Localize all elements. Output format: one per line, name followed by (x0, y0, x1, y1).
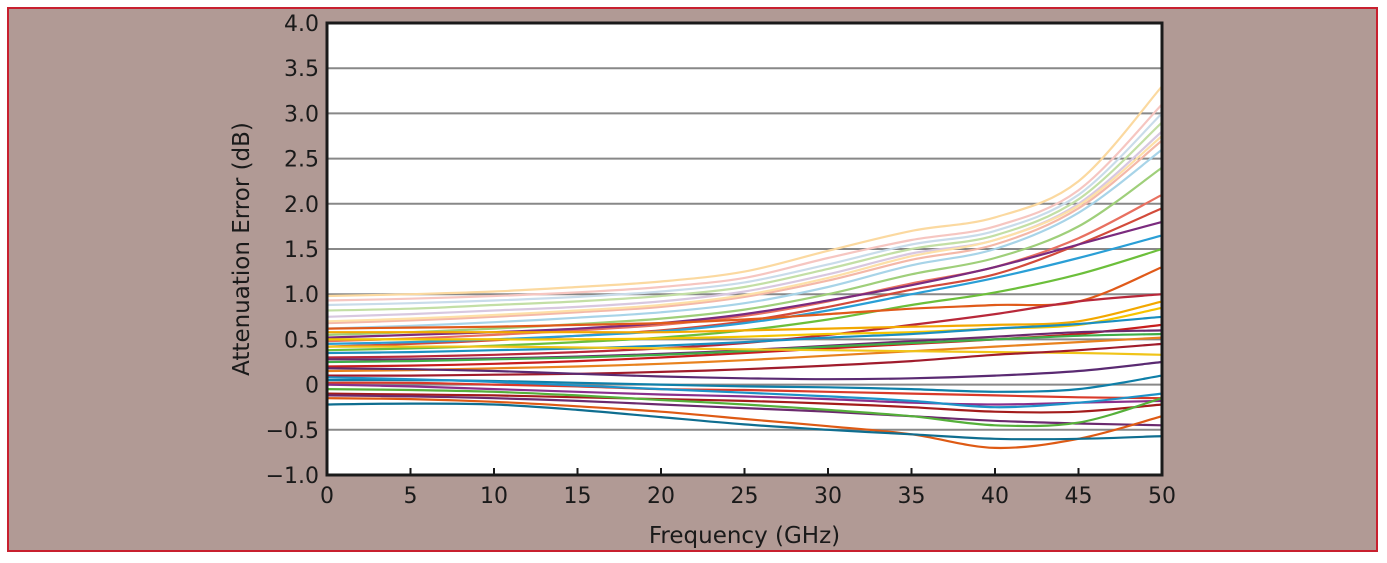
series-lines (326, 85, 1163, 450)
x-tick-label: 25 (731, 484, 759, 509)
series-line (326, 103, 1163, 302)
x-axis-label: Frequency (GHz) (649, 523, 840, 549)
series-line (326, 360, 1163, 381)
x-tick-label: 0 (320, 484, 334, 509)
series-line (326, 394, 1163, 427)
figure-frame: 0 5 10 15 20 25 30 35 40 45 50 −1.0 −0.5 0 0.5 1.0 1.5 2… (7, 7, 1378, 552)
series-line (326, 121, 1163, 312)
series-line (326, 332, 1163, 364)
series-line (326, 376, 1163, 409)
series-line (326, 207, 1163, 348)
x-tick-label: 30 (814, 484, 842, 509)
y-axis-ticks: −1.0 −0.5 0 0.5 1.0 1.5 2.0 2.5 3.0 3.5 4.0 (266, 12, 319, 489)
series-line (326, 85, 1163, 298)
series-line (326, 266, 1163, 330)
series-line (327, 300, 1163, 334)
x-tick-label: 50 (1148, 484, 1176, 509)
y-tick-label: 2.0 (284, 193, 319, 218)
series-line (326, 402, 1163, 441)
series-line (326, 388, 1163, 428)
y-tick-label: 1.5 (284, 238, 319, 263)
x-tick-label: 20 (647, 484, 675, 509)
series-line (326, 139, 1163, 325)
series-line (326, 166, 1163, 336)
y-tick-label: 2.5 (284, 148, 319, 173)
x-tick-label: 40 (981, 484, 1009, 509)
series-line (326, 315, 1163, 355)
x-tick-label: 10 (480, 484, 508, 509)
series-line (326, 381, 1163, 400)
series-line (326, 392, 1163, 414)
series-line (326, 383, 1163, 406)
y-tick-label: 3.5 (284, 57, 319, 82)
y-tick-label: 0 (305, 374, 319, 399)
series-line (326, 135, 1163, 323)
attenuation-error-chart: 0 5 10 15 20 25 30 35 40 45 50 −1.0 −0.5 0 0.5 1.0 1.5 2… (229, 12, 1176, 549)
series-line (326, 112, 1163, 307)
y-tick-label: −0.5 (266, 419, 319, 444)
x-tick-label: 5 (404, 484, 418, 509)
x-tick-label: 15 (564, 484, 592, 509)
x-tick-label: 35 (898, 484, 926, 509)
y-tick-label: 1.0 (284, 283, 319, 308)
x-tick-label: 45 (1065, 484, 1093, 509)
series-line (326, 336, 1163, 373)
y-tick-label: 4.0 (284, 12, 319, 37)
series-line (326, 148, 1163, 330)
x-axis-ticks: 0 5 10 15 20 25 30 35 40 45 50 (320, 468, 1176, 509)
y-tick-label: 0.5 (284, 328, 319, 353)
series-line (326, 342, 1163, 377)
series-line (326, 397, 1163, 450)
y-tick-label: 3.0 (284, 102, 319, 127)
y-axis-label: Attenuation Error (dB) (229, 122, 255, 376)
y-tick-label: −1.0 (266, 464, 319, 489)
